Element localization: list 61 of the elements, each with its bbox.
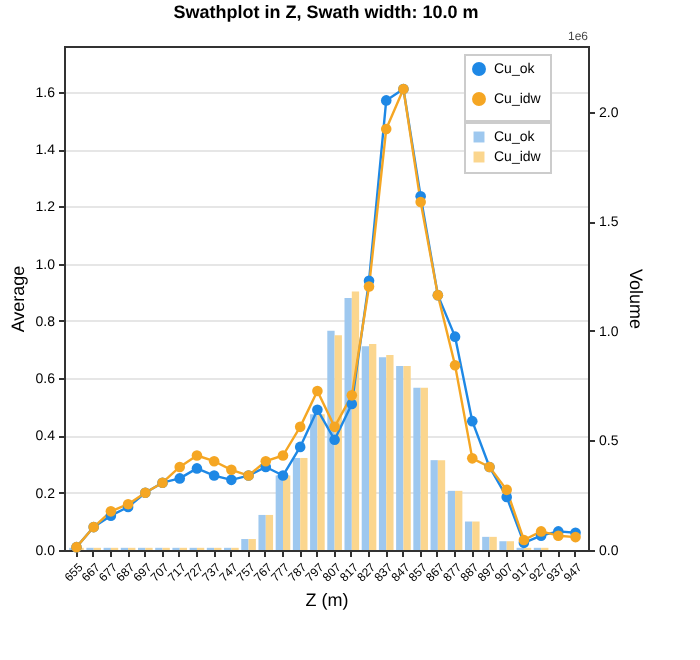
bar <box>396 365 404 550</box>
point <box>329 434 340 446</box>
point <box>466 453 478 464</box>
bar <box>248 539 256 550</box>
bar <box>447 490 456 550</box>
bar <box>327 330 335 550</box>
point <box>226 474 237 486</box>
bar <box>292 457 301 550</box>
bar <box>489 536 497 550</box>
point <box>415 196 426 208</box>
bar <box>258 514 266 550</box>
point <box>363 281 375 292</box>
chart-title: Swathplot in Z, Swath width: 10.0 m <box>173 2 479 22</box>
point <box>346 390 358 401</box>
point <box>191 450 203 461</box>
bar <box>241 539 249 550</box>
bar <box>344 298 352 550</box>
bar <box>413 387 421 550</box>
bar <box>437 460 446 550</box>
point <box>191 463 203 474</box>
bar <box>420 387 428 550</box>
bar <box>403 365 411 550</box>
bar <box>265 514 274 550</box>
bar <box>464 521 473 550</box>
bar <box>369 344 377 550</box>
bar <box>317 414 325 550</box>
bar <box>386 354 394 550</box>
point <box>208 470 220 481</box>
bar <box>430 460 438 550</box>
bar <box>506 541 514 550</box>
y-axis-title: Average <box>7 265 28 333</box>
point <box>226 464 237 476</box>
y2-axis-title: Volume <box>626 268 647 330</box>
point <box>277 450 289 461</box>
bar <box>282 475 291 550</box>
point <box>312 385 323 397</box>
point <box>312 404 323 415</box>
point <box>277 470 289 481</box>
bar <box>455 490 463 550</box>
point <box>208 455 220 467</box>
point <box>380 123 392 135</box>
point <box>449 360 461 371</box>
point <box>380 95 392 106</box>
point <box>294 421 306 433</box>
bar <box>472 521 480 550</box>
bar <box>310 414 318 550</box>
point <box>294 441 306 453</box>
bar <box>361 346 370 550</box>
point <box>174 473 186 484</box>
bar <box>275 475 283 550</box>
point <box>449 331 461 342</box>
point <box>174 461 186 473</box>
bar <box>300 457 308 550</box>
bar <box>482 536 490 550</box>
bar <box>499 541 507 550</box>
point <box>466 415 478 427</box>
point <box>501 484 512 496</box>
x-axis-title: Z (m) <box>305 589 349 610</box>
point <box>260 455 272 467</box>
point <box>329 421 340 433</box>
bar <box>378 357 387 550</box>
